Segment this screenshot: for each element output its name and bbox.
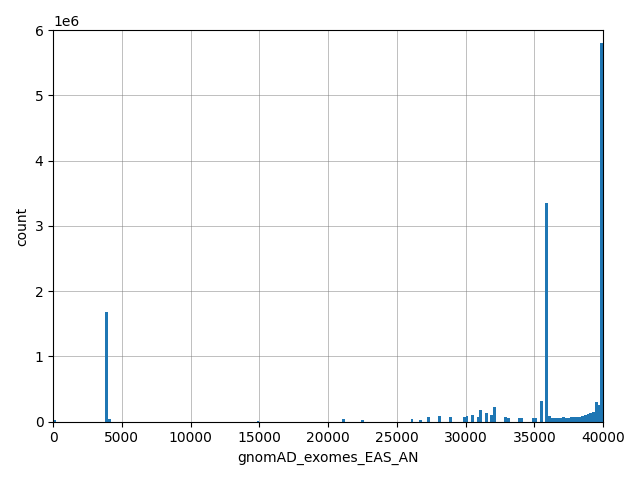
- Bar: [449, 417, 452, 422]
- Bar: [587, 414, 589, 422]
- Bar: [545, 203, 548, 422]
- Bar: [562, 418, 564, 422]
- Bar: [485, 413, 488, 422]
- Bar: [342, 419, 344, 422]
- Bar: [581, 416, 584, 422]
- Bar: [592, 412, 595, 422]
- Bar: [595, 402, 598, 422]
- Bar: [466, 416, 468, 422]
- Bar: [540, 401, 543, 422]
- Bar: [584, 415, 587, 422]
- Bar: [589, 413, 592, 422]
- Bar: [520, 418, 524, 422]
- Bar: [575, 417, 579, 422]
- Bar: [438, 416, 441, 422]
- Bar: [53, 420, 56, 422]
- Bar: [564, 418, 568, 422]
- Bar: [600, 43, 603, 422]
- Bar: [570, 418, 573, 422]
- Bar: [108, 419, 111, 422]
- Bar: [532, 418, 534, 422]
- Bar: [361, 420, 364, 422]
- X-axis label: gnomAD_exomes_EAS_AN: gnomAD_exomes_EAS_AN: [237, 451, 419, 465]
- Bar: [507, 418, 509, 422]
- Bar: [573, 417, 575, 422]
- Bar: [598, 406, 600, 422]
- Y-axis label: count: count: [15, 206, 29, 245]
- Bar: [463, 417, 466, 422]
- Bar: [504, 417, 507, 422]
- Bar: [554, 418, 556, 422]
- Bar: [548, 416, 551, 422]
- Bar: [477, 417, 479, 422]
- Bar: [579, 417, 581, 422]
- Bar: [568, 418, 570, 422]
- Bar: [556, 418, 559, 422]
- Bar: [427, 417, 430, 422]
- Bar: [471, 415, 474, 422]
- Bar: [479, 410, 482, 422]
- Bar: [490, 415, 493, 422]
- Bar: [518, 419, 520, 422]
- Bar: [419, 420, 422, 422]
- Bar: [534, 418, 537, 422]
- Bar: [551, 418, 554, 422]
- Bar: [493, 407, 496, 422]
- Bar: [559, 418, 562, 422]
- Bar: [106, 312, 108, 422]
- Bar: [411, 419, 413, 422]
